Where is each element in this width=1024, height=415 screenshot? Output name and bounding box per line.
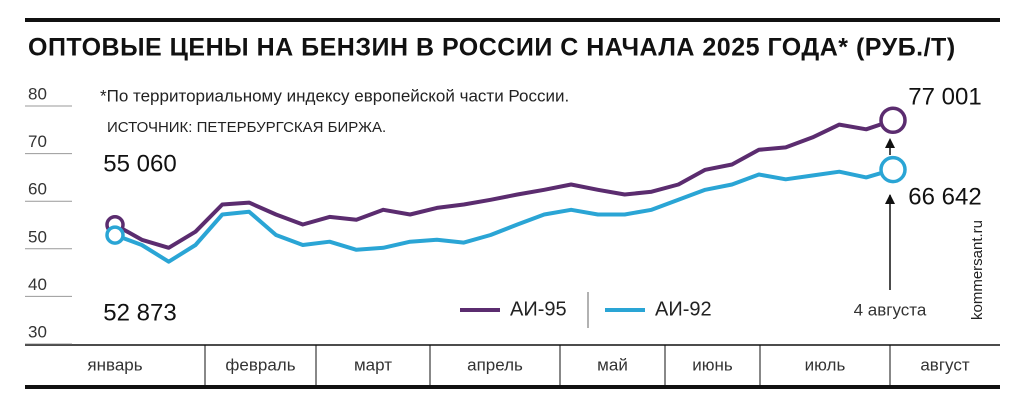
y-tick-label: 50 [28,227,47,246]
value-label: 55 060 [103,150,176,177]
month-label: март [354,355,392,374]
month-label: апрель [467,355,523,374]
end-point [879,155,907,184]
month-label: июль [805,355,846,374]
y-tick-label: 80 [28,84,47,103]
legend-label: АИ-92 [655,298,712,320]
bottom-rule [25,385,1000,389]
y-tick-label: 40 [28,275,47,294]
top-rule [25,18,1000,22]
chart-title: ОПТОВЫЕ ЦЕНЫ НА БЕНЗИН В РОССИИ С НАЧАЛА… [28,34,956,62]
y-tick-label: 70 [28,132,47,151]
month-label: январь [87,355,142,374]
source: ИСТОЧНИК: ПЕТЕРБУРГСКАЯ БИРЖА. [107,119,386,136]
series-line [114,118,894,250]
y-tick-label: 60 [28,180,47,199]
value-label: 77 001 [908,83,981,110]
arrow-head [885,194,895,204]
y-tick-label: 30 [28,322,47,341]
end-point [879,106,907,135]
end-point [105,225,125,245]
watermark: kommersant.ru [969,220,986,320]
arrow-head [885,138,895,148]
month-label: август [920,355,969,374]
month-label: февраль [225,355,295,374]
series-line [114,167,894,264]
value-label: 52 873 [103,299,176,326]
value-label: 66 642 [908,183,981,210]
month-label: май [597,355,628,374]
footnote: *По территориальному индексу европейской… [100,86,569,105]
legend-label: АИ-95 [510,298,567,320]
end-date-label: 4 августа [854,300,927,319]
month-label: июнь [692,355,733,374]
